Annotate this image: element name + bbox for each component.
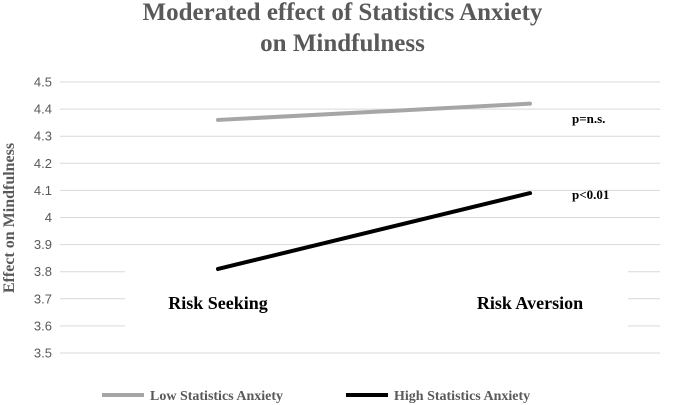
- category-label: Risk Aversion: [477, 293, 583, 313]
- category-label: Risk Seeking: [168, 293, 268, 313]
- y-tick-label: 4: [45, 210, 52, 225]
- category-labels: Risk Seeking Risk Aversion: [168, 293, 583, 313]
- y-tick-label: 4.1: [34, 183, 52, 198]
- y-tick-label: 3.7: [34, 291, 52, 306]
- y-tick-label: 3.6: [34, 318, 52, 333]
- series-lines: [216, 101, 532, 271]
- series-line: [216, 191, 532, 271]
- y-tick-labels: 3.5 3.6 3.7 3.8 3.9 4 4.1 4.2 4.3 4.4 4.5: [34, 75, 52, 361]
- chart-title-line2: on Mindfulness: [260, 30, 425, 57]
- significance-annotation: p<0.01: [572, 187, 609, 202]
- annotations: p=n.s. p<0.01: [572, 111, 609, 202]
- legend-label: High Statistics Anxiety: [394, 389, 530, 404]
- y-tick-label: 4.2: [34, 156, 52, 171]
- y-tick-label: 4.4: [34, 102, 52, 117]
- y-axis-label: Effect on Mindfulness: [1, 143, 18, 293]
- y-tick-label: 3.5: [34, 346, 52, 361]
- y-tick-label: 4.3: [34, 129, 52, 144]
- gridlines: [60, 81, 660, 354]
- legend: Low Statistics Anxiety High Statistics An…: [102, 389, 530, 404]
- significance-annotation: p=n.s.: [572, 111, 605, 126]
- y-tick-label: 3.9: [34, 237, 52, 252]
- chart-title-line1: Moderated effect of Statistics Anxiety: [142, 0, 543, 26]
- y-tick-label: 4.5: [34, 75, 52, 90]
- series-line: [216, 101, 532, 122]
- y-tick-label: 3.8: [34, 264, 52, 279]
- legend-label: Low Statistics Anxiety: [150, 389, 283, 404]
